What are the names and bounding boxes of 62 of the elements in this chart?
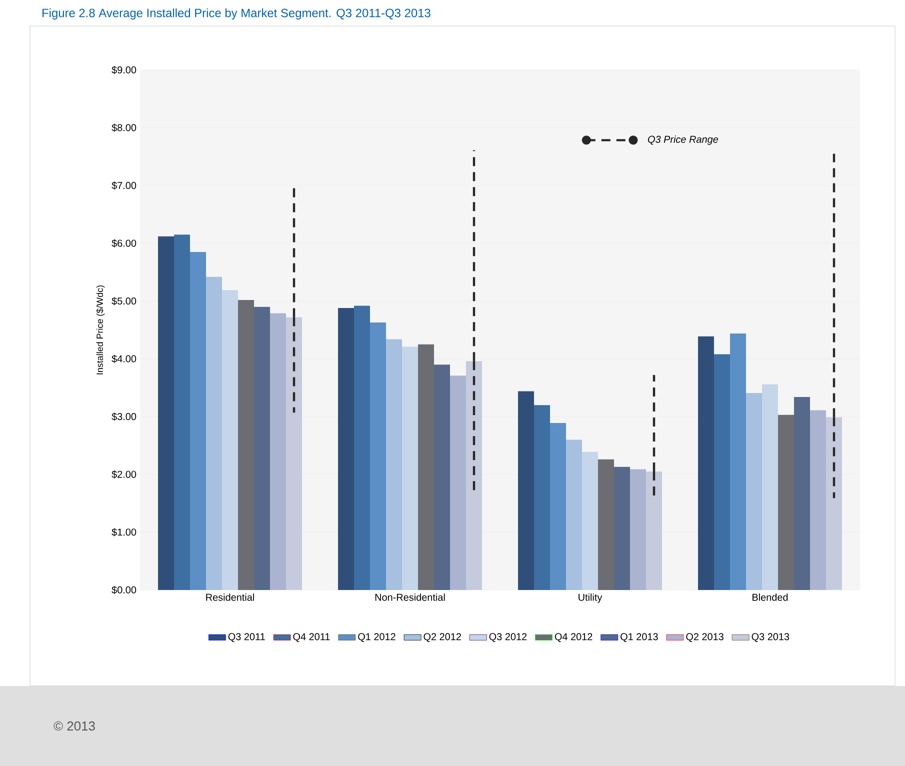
y-tick-label: $4.00: [112, 354, 136, 363]
y-tick-label: $7.00: [112, 182, 136, 190]
bar: [238, 300, 254, 590]
bar: [222, 290, 238, 590]
x-tick-label: Non-Residential: [375, 594, 445, 601]
bar: [582, 452, 598, 590]
bar: [174, 234, 190, 590]
bar: [778, 414, 794, 590]
x-tick-label: Residential: [206, 594, 254, 601]
bar: [810, 410, 826, 590]
y-tick-label: $5.00: [112, 297, 136, 306]
bar: [646, 472, 662, 590]
legend-label: Q4 2011: [293, 633, 330, 642]
bar: [566, 440, 582, 590]
bar: [450, 376, 466, 590]
y-tick-label: $6.00: [112, 239, 136, 248]
bar: [630, 469, 646, 590]
bar: [190, 252, 206, 590]
bar: [370, 322, 386, 590]
y-axis-title: Installed Price ($/Wdc): [96, 285, 105, 374]
y-tick-label: $3.00: [112, 412, 136, 421]
bar: [270, 313, 286, 590]
chart-title: Figure 2.8 Average Installed Price by Market Segment. Q3 2011-Q3 2013: [42, 8, 430, 20]
bar: [730, 333, 746, 590]
text: © 2013: [54, 721, 95, 731]
bar: [354, 306, 370, 590]
bar: [386, 339, 402, 590]
bar: [254, 306, 270, 590]
legend-label: Q2 2012: [424, 633, 461, 642]
y-tick-label: $9.00: [112, 66, 136, 74]
bar: [826, 417, 842, 590]
legend-label: Q4 2012: [554, 633, 592, 642]
bar: [714, 354, 730, 590]
legend-label: Q1 2012: [358, 633, 396, 642]
bar: [762, 384, 778, 590]
annotation: Q3 Price Range: [648, 136, 718, 145]
legend-label: Q3 2012: [489, 633, 527, 642]
bar: [434, 364, 450, 590]
bar: [418, 344, 434, 590]
legend-label: Q2 2013: [686, 633, 724, 642]
bar: [402, 346, 418, 590]
bar: [550, 423, 566, 590]
y-tick-label: $2.00: [112, 470, 136, 478]
bar: [614, 466, 630, 590]
bar: [746, 392, 762, 590]
bar: [518, 391, 534, 590]
bar: [598, 459, 614, 590]
bar: [534, 405, 550, 590]
x-tick-label: Blended: [752, 594, 788, 601]
y-tick-label: $1.00: [112, 528, 136, 536]
bar: [286, 317, 302, 590]
x-tick-label: Utility: [578, 594, 602, 603]
y-tick-label: $0.00: [112, 586, 136, 594]
y-tick-label: $8.00: [112, 124, 136, 132]
legend-label: Q3 2011: [228, 633, 265, 642]
legend-label: Q3 2013: [752, 633, 790, 642]
bar: [338, 308, 354, 590]
bar: [158, 236, 174, 590]
bar: [206, 276, 222, 590]
bar: [794, 397, 810, 590]
legend-label: Q1 2013: [620, 633, 658, 642]
bar: [698, 336, 714, 590]
